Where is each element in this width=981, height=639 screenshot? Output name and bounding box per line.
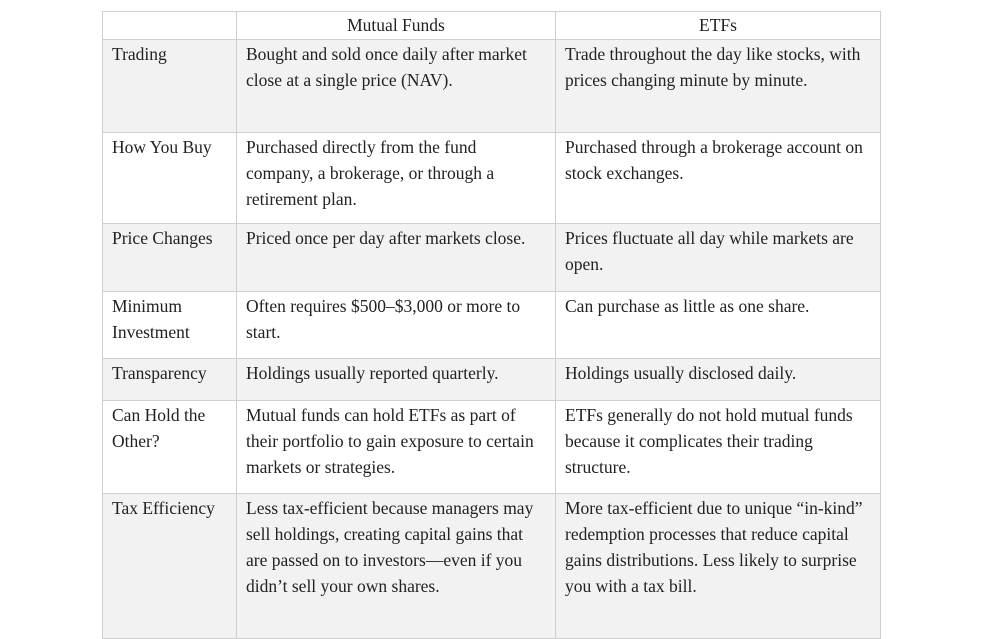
etfs-cell: Purchased through a brokerage account on… <box>555 132 881 224</box>
header-mutual-funds: Mutual Funds <box>236 11 556 40</box>
mutual-funds-cell: Often requires $500–$3,000 or more to st… <box>236 291 556 359</box>
row-label: Trading <box>102 39 237 133</box>
mutual-funds-cell: Priced once per day after markets close. <box>236 223 556 292</box>
row-label: Transparency <box>102 358 237 401</box>
header-row: Mutual Funds ETFs <box>102 11 881 40</box>
comparison-table: Mutual Funds ETFs Trading Bought and sol… <box>102 11 881 639</box>
etfs-cell: Trade throughout the day like stocks, wi… <box>555 39 881 133</box>
table-row-how-you-buy: How You Buy Purchased directly from the … <box>102 132 881 224</box>
etfs-cell: Prices fluctuate all day while markets a… <box>555 223 881 292</box>
row-label: Price Changes <box>102 223 237 292</box>
etfs-cell: More tax-efficient due to unique “in-kin… <box>555 493 881 639</box>
etfs-cell: ETFs generally do not hold mutual funds … <box>555 400 881 494</box>
header-corner-cell <box>102 11 237 40</box>
table-row-trading: Trading Bought and sold once daily after… <box>102 39 881 133</box>
table-row-tax-efficiency: Tax Efficiency Less tax-efficient becaus… <box>102 493 881 639</box>
row-label: Can Hold the Other? <box>102 400 237 494</box>
mutual-funds-cell: Holdings usually reported quarterly. <box>236 358 556 401</box>
table-row-price-changes: Price Changes Priced once per day after … <box>102 223 881 292</box>
header-etfs: ETFs <box>555 11 881 40</box>
mutual-funds-cell: Less tax-efficient because managers may … <box>236 493 556 639</box>
mutual-funds-cell: Bought and sold once daily after market … <box>236 39 556 133</box>
table-row-can-hold-the-other: Can Hold the Other? Mutual funds can hol… <box>102 400 881 494</box>
row-label: Minimum Investment <box>102 291 237 359</box>
table-row-minimum-investment: Minimum Investment Often requires $500–$… <box>102 291 881 359</box>
row-label: Tax Efficiency <box>102 493 237 639</box>
etfs-cell: Can purchase as little as one share. <box>555 291 881 359</box>
etfs-cell: Holdings usually disclosed daily. <box>555 358 881 401</box>
row-label: How You Buy <box>102 132 237 224</box>
mutual-funds-cell: Purchased directly from the fund company… <box>236 132 556 224</box>
table-row-transparency: Transparency Holdings usually reported q… <box>102 358 881 401</box>
mutual-funds-cell: Mutual funds can hold ETFs as part of th… <box>236 400 556 494</box>
